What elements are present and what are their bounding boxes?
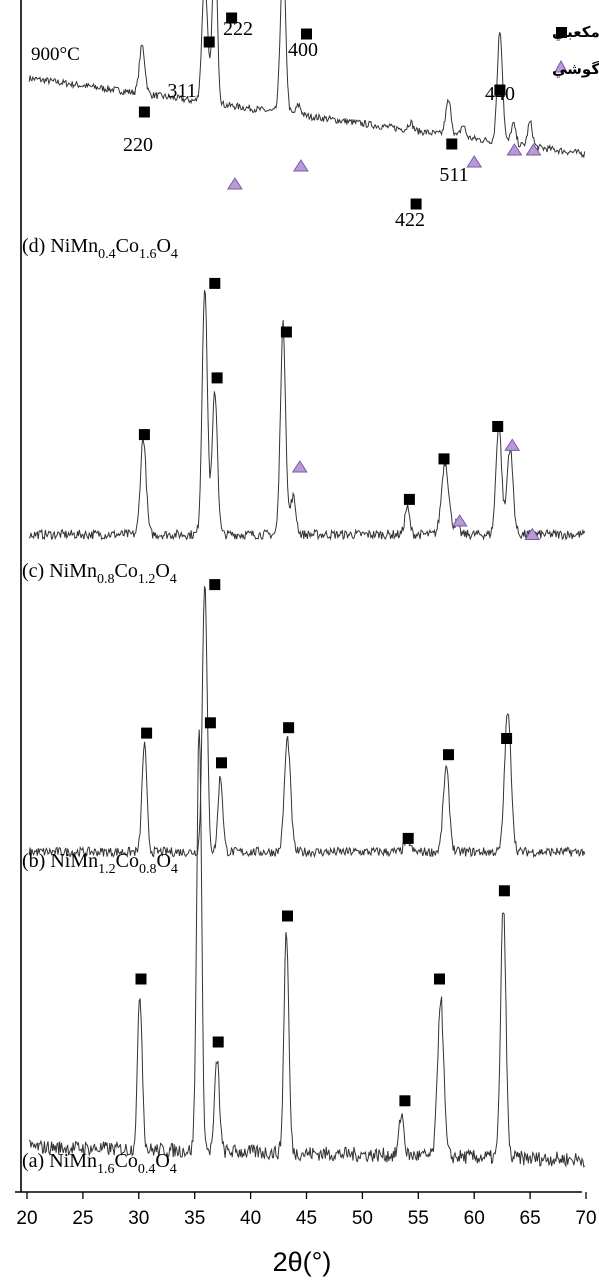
x-tick-label: 35 — [184, 1208, 205, 1229]
cubic-marker — [434, 973, 445, 985]
tetragonal-marker — [451, 514, 468, 527]
tetragonal-marker — [226, 177, 243, 190]
series-label-b: (b) NiMn1.2Co0.8O4 — [22, 850, 178, 877]
legend-cubic-label: مکعبي — [552, 23, 599, 41]
cubic-marker — [283, 722, 295, 734]
hkl-labels-layer: 220 311 222 400 422 511 440 — [123, 18, 515, 231]
cubic-marker — [226, 12, 238, 24]
xrd-trace-b — [28, 586, 586, 859]
hkl-label: 400 — [288, 39, 318, 61]
cubic-marker — [216, 757, 227, 769]
x-tick-label: 60 — [464, 1208, 485, 1229]
hkl-label: 511 — [439, 164, 468, 186]
cubic-marker — [211, 372, 223, 384]
series-label-d: (d) NiMn0.4Co1.6O4 — [22, 235, 178, 262]
legend-tetragonal-marker — [554, 59, 568, 73]
x-axis-label: 2θ(°) — [273, 1247, 332, 1277]
x-tick-label: 70 — [575, 1208, 596, 1229]
hkl-label: 220 — [123, 134, 153, 156]
cubic-marker — [282, 910, 293, 922]
cubic-marker — [212, 1036, 224, 1048]
x-tick-label: 50 — [352, 1208, 373, 1229]
cubic-marker — [402, 832, 414, 844]
temperature-annotation: 900°C — [31, 44, 80, 65]
x-tick-label: 30 — [128, 1208, 149, 1229]
xrd-trace-d — [28, 0, 586, 159]
markers-layer — [135, 12, 542, 1107]
cubic-marker — [501, 733, 513, 744]
series-label-a: (a) NiMn1.6Co0.4O4 — [22, 1150, 177, 1177]
xrd-trace-a — [28, 729, 586, 1168]
x-tick-label: 25 — [72, 1208, 93, 1229]
legend-cubic-marker — [556, 27, 567, 38]
plot-frame — [15, 0, 582, 1193]
tetragonal-marker — [291, 460, 308, 473]
cubic-marker — [209, 579, 221, 591]
cubic-marker — [492, 421, 504, 432]
cubic-marker — [403, 493, 415, 505]
tetragonal-marker — [506, 143, 523, 156]
cubic-marker — [209, 277, 221, 289]
tetragonal-marker — [525, 143, 542, 156]
x-tick-label: 45 — [296, 1208, 317, 1229]
cubic-marker — [438, 453, 450, 465]
tetragonal-marker — [504, 438, 521, 451]
traces-layer — [28, 0, 586, 1168]
cubic-marker — [494, 84, 506, 96]
cubic-marker — [498, 885, 510, 897]
cubic-marker — [301, 28, 312, 40]
cubic-marker — [203, 36, 215, 48]
cubic-marker — [204, 717, 216, 729]
hkl-label: 311 — [167, 80, 196, 102]
xrd-trace-c — [28, 290, 586, 541]
cubic-marker — [446, 138, 458, 150]
x-tick-label: 65 — [520, 1208, 541, 1229]
cubic-marker — [410, 198, 422, 210]
cubic-marker — [443, 749, 454, 761]
tetragonal-marker — [292, 159, 309, 172]
x-tick-label: 20 — [16, 1208, 37, 1229]
hkl-label: 440 — [485, 83, 515, 105]
hkl-label: 222 — [223, 18, 253, 40]
cubic-marker — [280, 326, 292, 338]
series-labels-layer: (d) NiMn0.4Co1.6O4 (c) NiMn0.8Co1.2O4 (b) … — [22, 235, 178, 1177]
series-label-c: (c) NiMn0.8Co1.2O4 — [22, 560, 177, 587]
cubic-marker — [138, 106, 150, 118]
hkl-label: 422 — [395, 209, 425, 231]
legend-tetragonal-label: چارگوشي — [552, 60, 599, 79]
x-tick-label: 55 — [408, 1208, 429, 1229]
tetragonal-marker — [466, 155, 483, 168]
tetragonal-marker — [524, 527, 541, 540]
x-ticks-layer: 20 25 30 35 40 45 50 55 60 65 70 — [16, 1192, 597, 1229]
legend: مکعبي چارگوشي — [552, 23, 599, 79]
cubic-marker — [399, 1095, 411, 1107]
cubic-marker — [138, 429, 150, 441]
cubic-marker — [141, 727, 153, 739]
cubic-marker — [135, 973, 147, 985]
x-tick-label: 40 — [240, 1208, 261, 1229]
